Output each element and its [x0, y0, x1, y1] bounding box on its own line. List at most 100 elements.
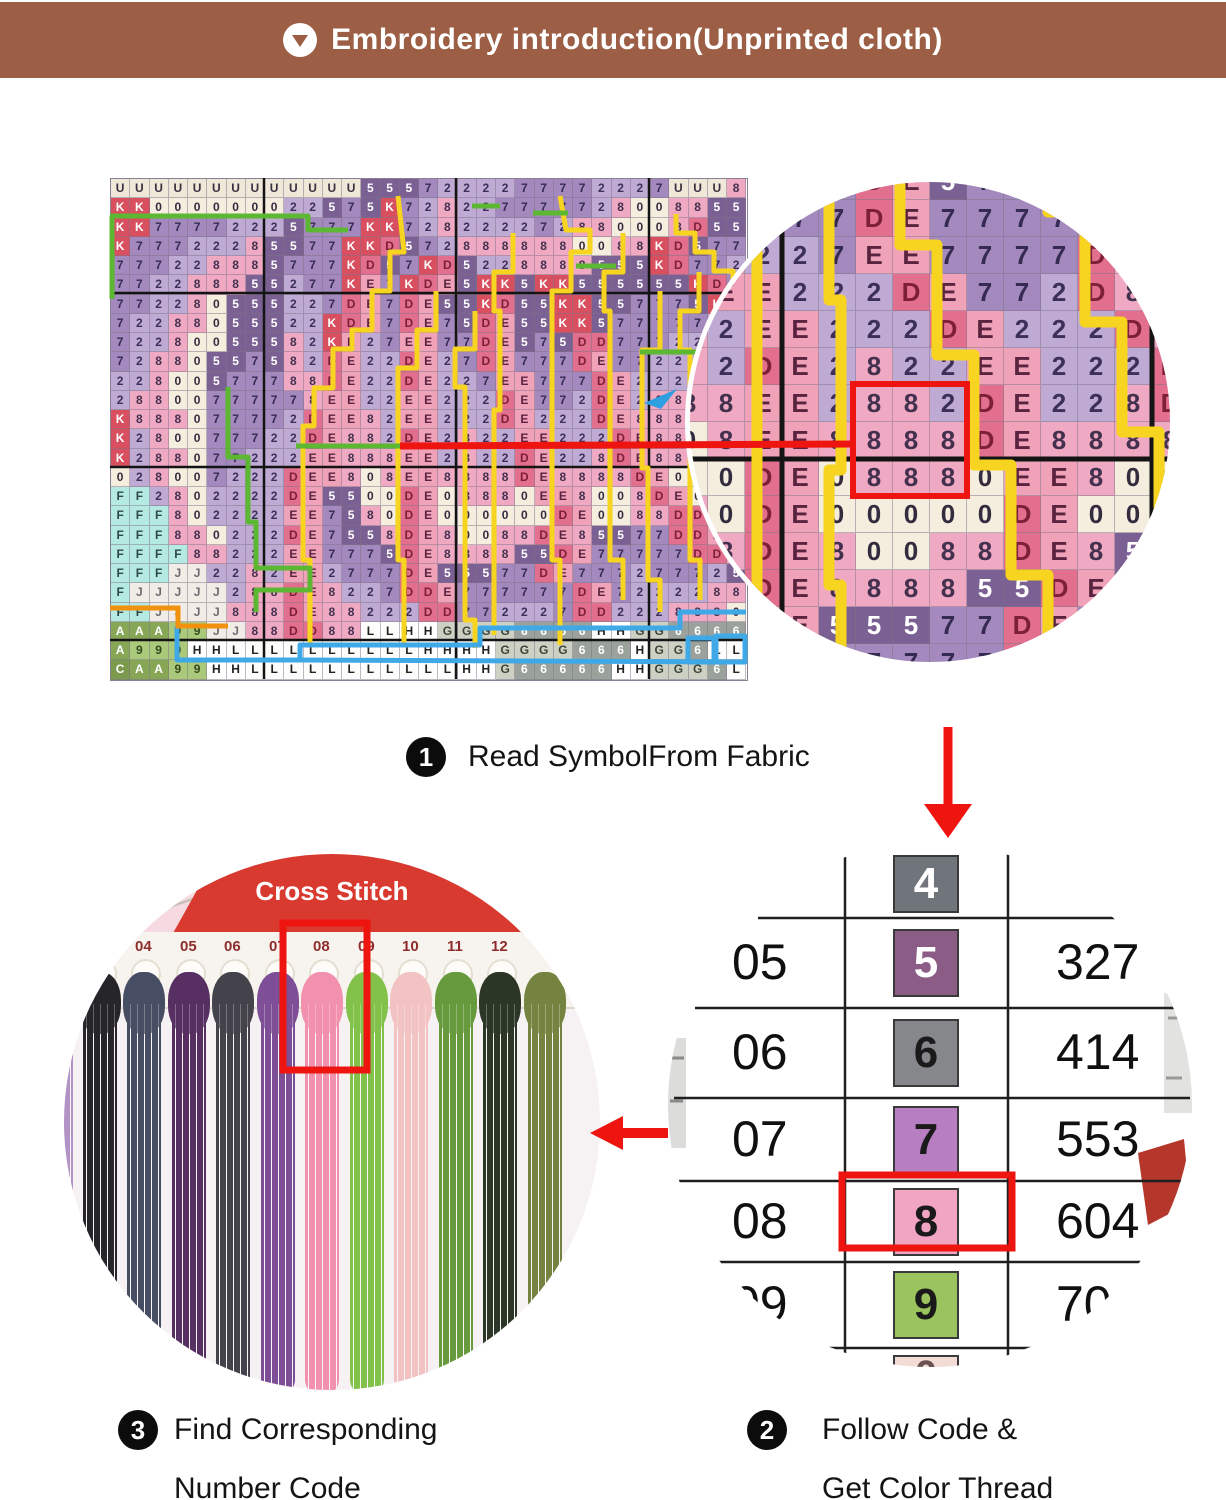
chart-cell: 7 [611, 333, 631, 353]
chart-cell: 7 [650, 525, 670, 545]
chart-cell: 6 [573, 660, 593, 680]
chart-cell: E [399, 390, 419, 410]
chart-cell: E [322, 410, 342, 430]
chart-cell: 2 [265, 429, 285, 449]
chart-cell: 7 [496, 564, 516, 584]
chart-cell: D [534, 564, 554, 584]
chart-cell: 8 [496, 544, 516, 564]
chart-cell: 0 [188, 410, 208, 430]
chart-cell: 7 [399, 198, 419, 218]
chart-cell: 0 [592, 236, 612, 256]
chart-cell: F [149, 544, 169, 564]
chart-cell: G [669, 660, 689, 680]
chart-cell: E [690, 644, 708, 662]
chart-cell: E [322, 467, 342, 487]
pattern-magnifier-circle: 72777DE57777D7EE277DE77777D5DE227EE7777D… [685, 177, 1175, 667]
chart-cell: 2 [573, 410, 593, 430]
chart-cell: 2 [322, 564, 342, 584]
chart-cell: 2 [1004, 311, 1041, 348]
chart-cell: 2 [457, 179, 477, 199]
chart-cell: D [515, 467, 535, 487]
chart-cell: 2 [1041, 274, 1078, 311]
chart-cell: 8 [149, 410, 169, 430]
chart-cell: U [149, 179, 169, 199]
chart-cell: 8 [708, 385, 745, 422]
chart-cell: 7 [967, 200, 1004, 237]
chart-cell: 7 [1004, 237, 1041, 274]
chart-cell: 5 [226, 313, 246, 333]
chart-cell: E [1004, 348, 1041, 385]
symbol-swatch: 9 [893, 1271, 959, 1339]
thread-skein [261, 1004, 295, 1390]
chart-cell: E [708, 274, 745, 311]
chart-cell: 7 [690, 182, 708, 200]
chart-cell: 2 [361, 390, 381, 410]
chart-cell: 2 [1041, 348, 1078, 385]
chart-cell: K [322, 313, 342, 333]
chart-cell: 8 [226, 602, 246, 622]
thread-number-label: 12 [491, 938, 508, 955]
chart-cell: 8 [573, 467, 593, 487]
chart-cell: F [130, 544, 150, 564]
chart-cell: 2 [265, 506, 285, 526]
symbol-swatch: 0 [893, 1353, 959, 1367]
chart-cell: 7 [380, 313, 400, 333]
chart-cell: 8 [476, 236, 496, 256]
chart-cell: 2 [130, 371, 150, 391]
symbol-swatch: 5 [893, 929, 959, 997]
chart-cell: U [168, 179, 188, 199]
chart-cell: 7 [573, 198, 593, 218]
chart-cell: 5 [708, 570, 745, 607]
chart-cell: 0 [188, 429, 208, 449]
chart-cell: K [342, 236, 362, 256]
chart-cell: L [419, 660, 439, 680]
chart-cell: 8 [1078, 459, 1115, 496]
chart-cell: F [149, 506, 169, 526]
chart-cell: 0 [168, 371, 188, 391]
table-thread-code: 553 [1056, 1110, 1140, 1167]
thread-card-photo-circle: Cross Stitch 03 04 05 06 07 08 09 10 11 12 [64, 854, 600, 1390]
chart-cell: 8 [149, 371, 169, 391]
step2-number-icon: 2 [747, 1410, 787, 1450]
chart-cell: H [476, 660, 496, 680]
chart-cell: 8 [361, 410, 381, 430]
chart-cell: 8 [168, 487, 188, 507]
chart-cell: 0 [361, 467, 381, 487]
chart-cell: 7 [226, 371, 246, 391]
chart-cell: 0 [188, 390, 208, 410]
chart-cell: E [419, 352, 439, 372]
chart-cell: 0 [188, 371, 208, 391]
page-title: Embroidery introduction(Unprinted cloth) [331, 23, 943, 56]
chart-cell: 2 [265, 525, 285, 545]
chart-cell: 2 [893, 348, 930, 385]
chart-cell: 2 [226, 467, 246, 487]
chart-cell: U [265, 179, 285, 199]
step2-label-line1: Follow Code & [822, 1413, 1018, 1446]
chart-cell: 2 [303, 352, 323, 372]
chart-cell: 7 [130, 256, 150, 276]
chart-cell: 7 [226, 410, 246, 430]
chart-cell: U [303, 179, 323, 199]
chart-cell: 2 [380, 352, 400, 372]
chart-cell: D [669, 236, 689, 256]
chart-cell: 0 [168, 429, 188, 449]
chart-cell: 0 [168, 390, 188, 410]
chart-cell: 5 [265, 294, 285, 314]
chart-cell: 0 [111, 467, 131, 487]
chart-cell: 7 [226, 390, 246, 410]
chart-cell: K [419, 256, 439, 276]
chart-cell: D [476, 313, 496, 333]
chart-cell: 9 [188, 660, 208, 680]
chart-cell: E [745, 311, 782, 348]
chart-cell: 8 [342, 602, 362, 622]
chart-cell: E [708, 237, 745, 274]
chart-cell: U [207, 179, 227, 199]
chart-cell: 8 [708, 422, 745, 459]
chart-cell: E [303, 525, 323, 545]
chart-cell: 6 [515, 660, 535, 680]
thread-skein [305, 1004, 339, 1390]
chart-cell: 8 [130, 390, 150, 410]
chart-cell: 8 [1078, 422, 1115, 459]
step3-label-line1: Find Corresponding [174, 1413, 438, 1446]
chart-cell: 0 [207, 333, 227, 353]
